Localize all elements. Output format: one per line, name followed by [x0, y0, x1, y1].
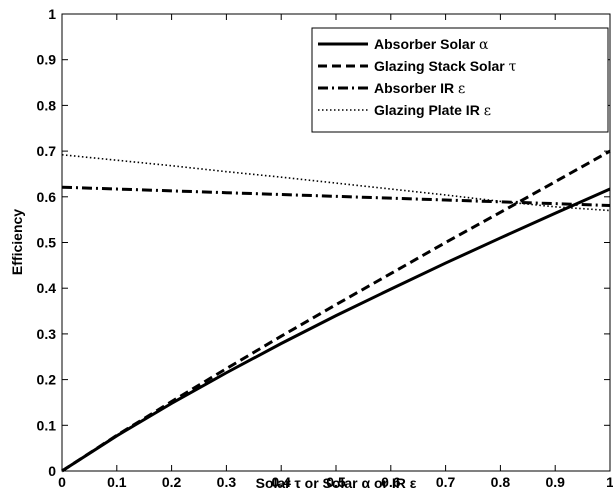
y-tick-label: 0.5 — [37, 235, 57, 251]
legend: Absorber Solar α Glazing Stack Solar τ Abs… — [311, 27, 609, 133]
legend-label-3: Absorber IR ε — [374, 80, 465, 97]
y-tick-label: 0.8 — [37, 97, 57, 113]
legend-label-2: Glazing Stack Solar τ — [374, 58, 517, 75]
y-tick-label: 1 — [48, 6, 56, 22]
y-tick-label: 0.7 — [37, 143, 57, 159]
x-tick-label: 0.8 — [491, 474, 511, 490]
legend-label-4: Glazing Plate IR ε — [374, 102, 491, 119]
x-tick-label: 0.7 — [436, 474, 456, 490]
x-axis-title: Solar τ or Solar α or IR ε — [256, 475, 417, 491]
series-layer — [61, 149, 611, 473]
x-tick-label: 0.9 — [545, 474, 565, 490]
series-line-3 — [61, 185, 611, 207]
y-tick-label: 0.6 — [37, 189, 57, 205]
y-tick-label: 0.3 — [37, 326, 57, 342]
x-tick-label: 0.1 — [107, 474, 127, 490]
x-tick-label: 0.4 — [271, 474, 291, 490]
x-tick-label: 0.2 — [162, 474, 182, 490]
x-tick-label: 1 — [606, 474, 613, 490]
x-tick-label: 0.5 — [326, 474, 346, 490]
x-axis: 0 0.1 0.2 0.3 0.4 0.5 0.6 0.7 0.8 0.9 1 — [58, 14, 613, 490]
y-tick-label: 0.9 — [37, 52, 57, 68]
y-axis: 0 0.1 0.2 0.3 0.4 0.5 0.6 0.7 0.8 0.9 1 — [37, 6, 610, 479]
legend-label-1: Absorber Solar α — [374, 36, 489, 53]
x-tick-label: 0.3 — [217, 474, 237, 490]
x-tick-label: 0.6 — [381, 474, 401, 490]
y-tick-label: 0.4 — [37, 280, 57, 296]
y-tick-label: 0.1 — [37, 417, 57, 433]
x-tick-label: 0 — [58, 474, 66, 490]
y-tick-label: 0 — [48, 463, 56, 479]
series-line-1 — [61, 187, 611, 473]
y-tick-label: 0.2 — [37, 372, 57, 388]
y-axis-title: Efficiency — [9, 209, 25, 275]
